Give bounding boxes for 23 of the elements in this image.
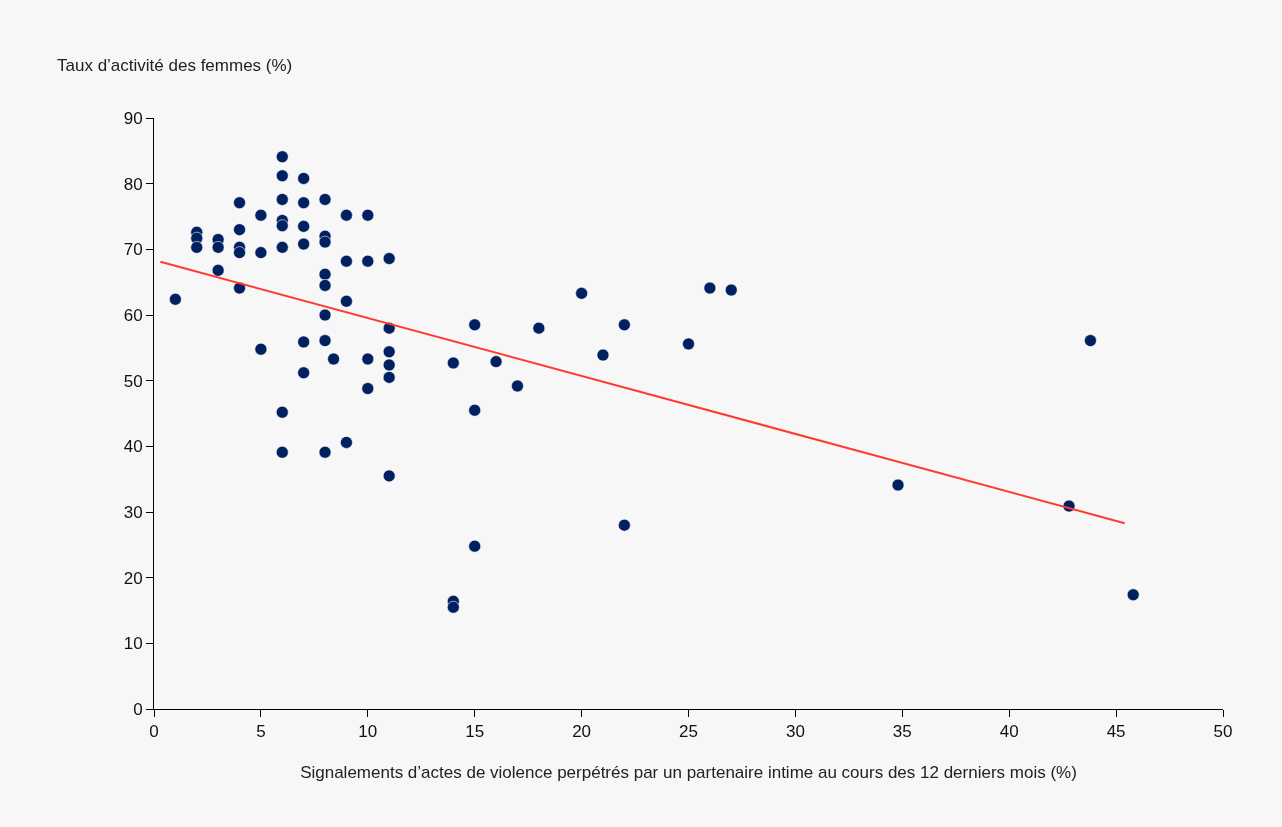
x-tick-label: 0 bbox=[149, 722, 159, 742]
y-axis-title: Taux d’activité des femmes (%) bbox=[57, 56, 293, 75]
x-tick-label: 50 bbox=[1213, 722, 1233, 742]
y-tick-label: 50 bbox=[123, 371, 143, 391]
y-tick-label: 0 bbox=[133, 699, 143, 719]
y-tick-label: 90 bbox=[123, 108, 143, 128]
x-tick-label: 45 bbox=[1106, 722, 1126, 742]
x-axis-title: Signalements d’actes de violence perpétrés par un partenaire intime au cours des 12 derniers mois (%) bbox=[300, 762, 1077, 782]
x-tick-label: 30 bbox=[785, 722, 805, 742]
y-tick-label: 80 bbox=[123, 174, 143, 194]
y-tick-label: 70 bbox=[123, 240, 143, 260]
y-tick-label: 20 bbox=[123, 568, 143, 588]
y-tick-label: 10 bbox=[123, 634, 143, 654]
x-tick-label: 10 bbox=[358, 722, 378, 742]
x-tick-label: 5 bbox=[256, 722, 266, 742]
y-tick-label: 30 bbox=[123, 502, 143, 522]
x-tick-label: 20 bbox=[572, 722, 592, 742]
y-tick-label: 40 bbox=[123, 437, 143, 457]
x-tick-label: 40 bbox=[999, 722, 1019, 742]
x-tick-label: 15 bbox=[465, 722, 485, 742]
y-tick-label: 60 bbox=[123, 305, 143, 325]
x-tick-label: 25 bbox=[679, 722, 698, 742]
x-tick-label: 35 bbox=[892, 722, 912, 742]
